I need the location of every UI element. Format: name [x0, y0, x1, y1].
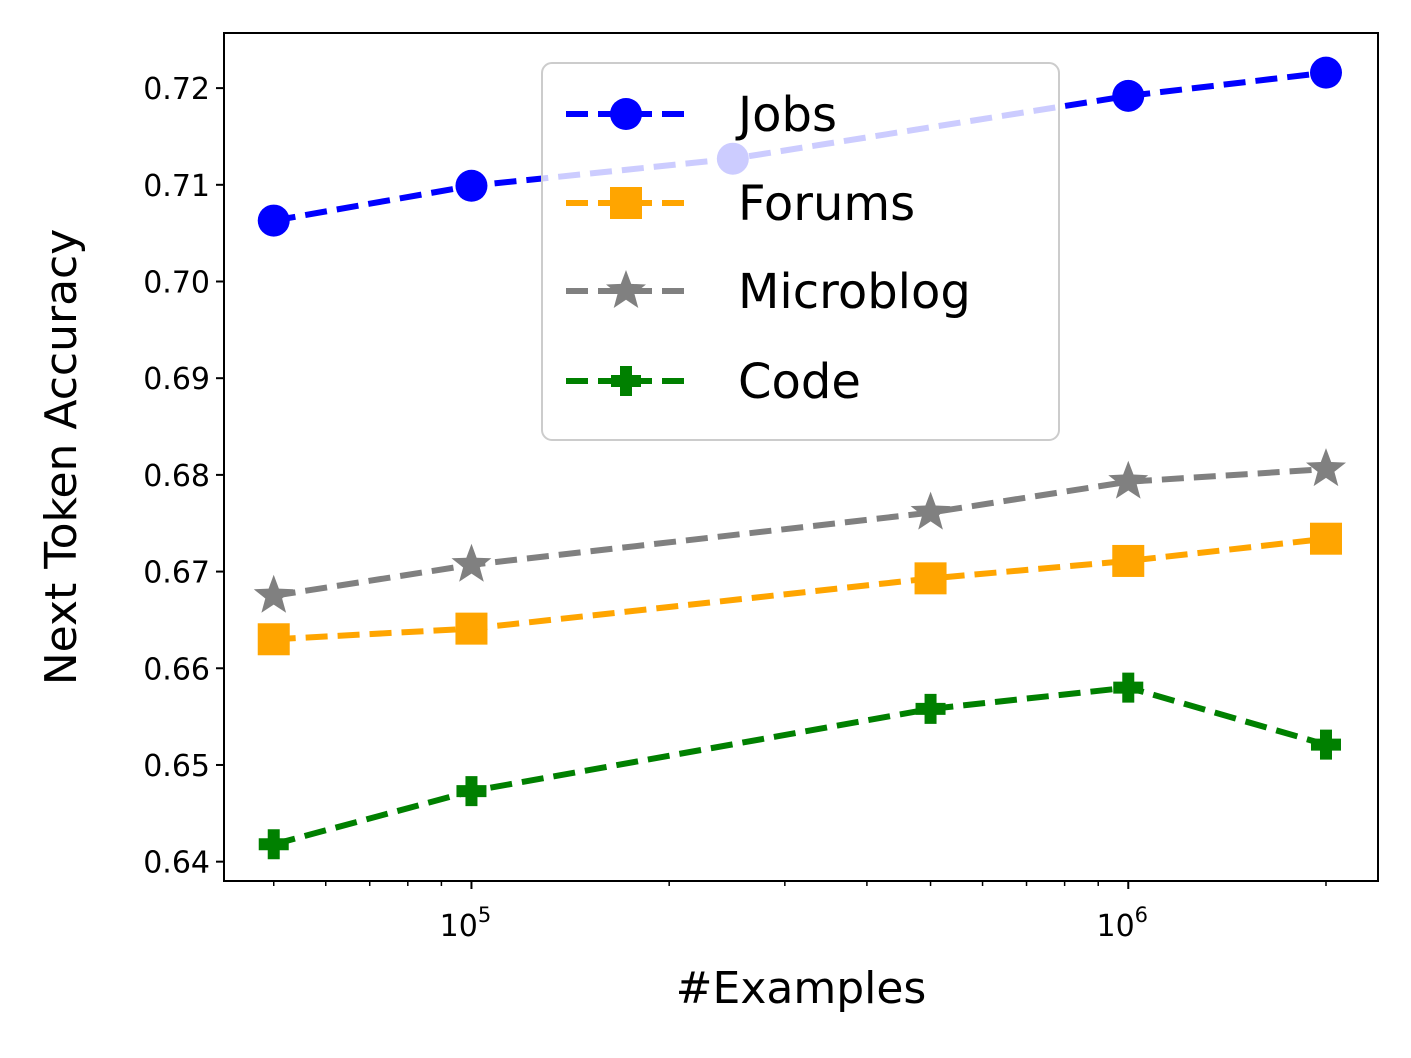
- data-point: [1112, 544, 1145, 577]
- data-point: [1112, 79, 1145, 112]
- data-point: [910, 491, 951, 530]
- x-axis: 105 106: [272, 881, 1327, 944]
- data-point: [455, 612, 488, 645]
- legend-item-jobs: Jobs: [566, 87, 837, 143]
- data-point: [258, 829, 289, 860]
- legend-item-microblog: Microblog: [566, 264, 971, 320]
- data-point: [1309, 522, 1342, 555]
- y-tick-label: 0.72: [143, 72, 210, 107]
- y-axis-label: Next Token Accuracy: [36, 229, 87, 686]
- y-tick-label: 0.70: [143, 266, 210, 301]
- series-code: [258, 672, 1341, 860]
- series-microblog: [253, 448, 1346, 613]
- legend-item-forums: Forums: [566, 176, 915, 232]
- y-tick-label: 0.65: [143, 749, 210, 784]
- data-point: [257, 204, 290, 237]
- series-line: [273, 535, 1327, 643]
- x-tick-exponent: 6: [1135, 903, 1148, 927]
- data-point: [914, 562, 947, 595]
- y-tick-label: 0.71: [143, 169, 210, 204]
- data-point: [257, 623, 290, 656]
- x-tick-exponent: 5: [478, 903, 491, 927]
- x-tick-base: 10: [440, 909, 478, 944]
- data-point: [253, 574, 294, 613]
- x-axis-label: #Examples: [676, 963, 927, 1014]
- data-point: [1310, 729, 1341, 760]
- data-point: [1306, 448, 1346, 487]
- legend-label: Jobs: [735, 87, 837, 143]
- legend-marker: [610, 187, 642, 219]
- data-point: [1108, 460, 1149, 499]
- legend-marker: [610, 98, 642, 130]
- legend-item-code: Code: [566, 354, 861, 410]
- x-tick-label: 106: [1096, 903, 1148, 944]
- legend-marker: [611, 366, 641, 396]
- x-tick-label: 105: [440, 903, 492, 944]
- legend-label: Forums: [738, 176, 915, 232]
- y-tick-label: 0.66: [143, 652, 210, 687]
- data-point: [915, 693, 946, 724]
- x-tick-base: 10: [1096, 909, 1134, 944]
- y-axis: 0.64 0.65 0.66 0.67 0.68 0.69 0.70 0.71 0.72: [143, 72, 224, 881]
- y-tick-label: 0.64: [143, 846, 210, 881]
- data-point: [455, 169, 488, 202]
- legend-label: Code: [738, 354, 861, 410]
- legend: Jobs Forums Microblog Code: [541, 62, 1060, 441]
- data-point: [1309, 56, 1342, 89]
- data-point: [451, 543, 492, 582]
- legend-label: Microblog: [738, 264, 971, 320]
- series-line: [272, 684, 1327, 848]
- y-tick-label: 0.68: [143, 459, 210, 494]
- series-forums: [257, 522, 1342, 656]
- series-line: [273, 466, 1327, 599]
- legend-box: [541, 62, 1060, 441]
- plot-frame: [223, 32, 1379, 882]
- y-tick-label: 0.67: [143, 556, 210, 591]
- y-tick-label: 0.69: [143, 362, 210, 397]
- legend-marker: [606, 270, 646, 308]
- data-point: [456, 776, 487, 807]
- data-point: [1113, 672, 1144, 703]
